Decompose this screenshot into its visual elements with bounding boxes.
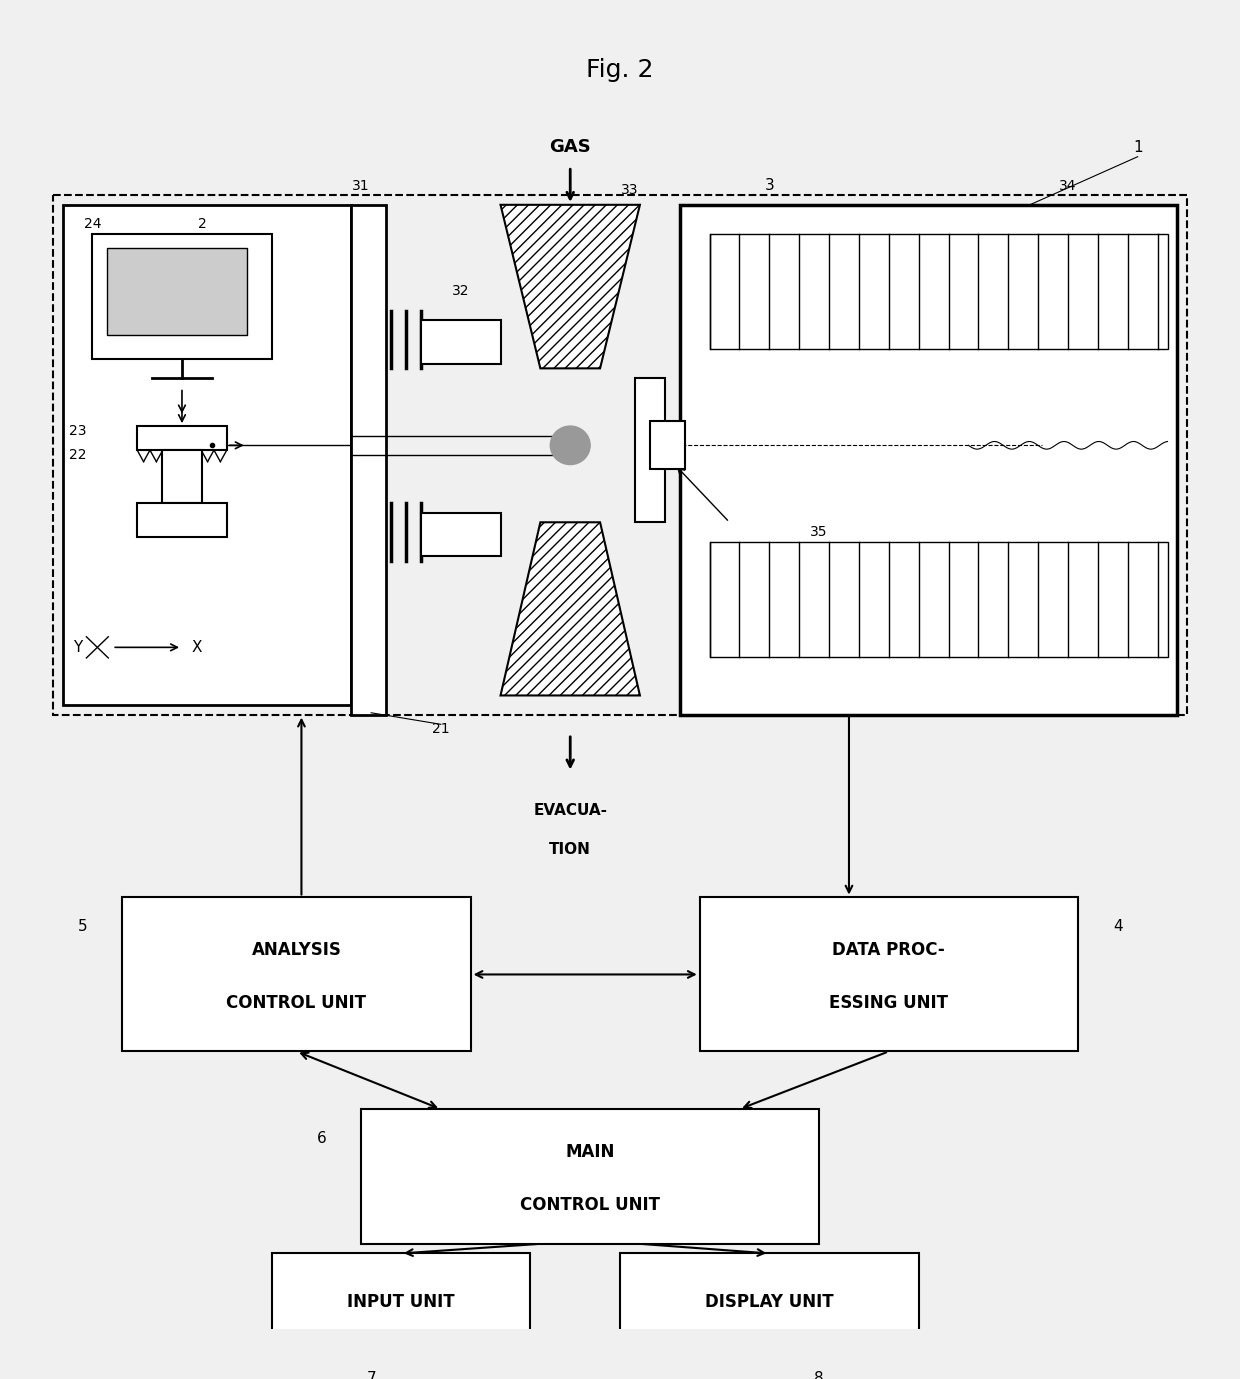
Bar <box>272 1254 531 1350</box>
Text: 1: 1 <box>1133 139 1142 154</box>
Text: MAIN: MAIN <box>565 1143 615 1161</box>
Text: 2: 2 <box>197 217 206 232</box>
Text: TION: TION <box>549 843 591 856</box>
Text: 31: 31 <box>352 178 370 193</box>
Text: 3: 3 <box>764 178 774 193</box>
Bar <box>351 205 386 714</box>
Bar <box>52 196 1188 714</box>
Bar <box>138 503 227 536</box>
Text: 32: 32 <box>451 284 470 298</box>
Text: 21: 21 <box>432 723 450 736</box>
Text: 6: 6 <box>316 1131 326 1146</box>
Polygon shape <box>501 205 640 368</box>
Text: 4: 4 <box>1114 918 1122 934</box>
Bar <box>420 320 501 364</box>
Text: Y: Y <box>73 640 82 655</box>
Bar <box>62 205 351 705</box>
Text: Fig. 2: Fig. 2 <box>587 58 653 83</box>
Text: EVACUA-: EVACUA- <box>533 804 608 818</box>
Text: CONTROL UNIT: CONTROL UNIT <box>520 1197 660 1215</box>
Bar <box>650 421 684 469</box>
Text: GAS: GAS <box>549 138 591 156</box>
Bar <box>108 248 247 335</box>
Text: INPUT UNIT: INPUT UNIT <box>347 1292 455 1310</box>
Bar <box>138 426 227 450</box>
Bar <box>680 205 1178 714</box>
Bar <box>635 378 665 523</box>
Text: CONTROL UNIT: CONTROL UNIT <box>227 994 367 1012</box>
Bar <box>620 1254 919 1350</box>
Bar <box>699 898 1078 1051</box>
Bar <box>123 898 471 1051</box>
Bar <box>709 233 1168 349</box>
Text: X: X <box>192 640 202 655</box>
Text: 5: 5 <box>78 918 87 934</box>
Text: 33: 33 <box>621 183 639 197</box>
Bar <box>162 450 202 503</box>
Text: 7: 7 <box>366 1371 376 1379</box>
Text: 22: 22 <box>68 448 87 462</box>
Text: 34: 34 <box>1059 178 1076 193</box>
Text: 35: 35 <box>811 525 828 539</box>
Text: 23: 23 <box>68 423 87 439</box>
Text: DATA PROC-: DATA PROC- <box>832 942 945 960</box>
Bar <box>361 1109 820 1244</box>
Bar <box>709 542 1168 656</box>
Text: 8: 8 <box>815 1371 823 1379</box>
Text: ESSING UNIT: ESSING UNIT <box>830 994 949 1012</box>
Polygon shape <box>501 523 640 695</box>
Text: ANALYSIS: ANALYSIS <box>252 942 341 960</box>
Circle shape <box>551 426 590 465</box>
Bar <box>92 233 272 359</box>
Text: 24: 24 <box>83 217 102 232</box>
Text: DISPLAY UNIT: DISPLAY UNIT <box>706 1292 833 1310</box>
Bar <box>420 513 501 556</box>
